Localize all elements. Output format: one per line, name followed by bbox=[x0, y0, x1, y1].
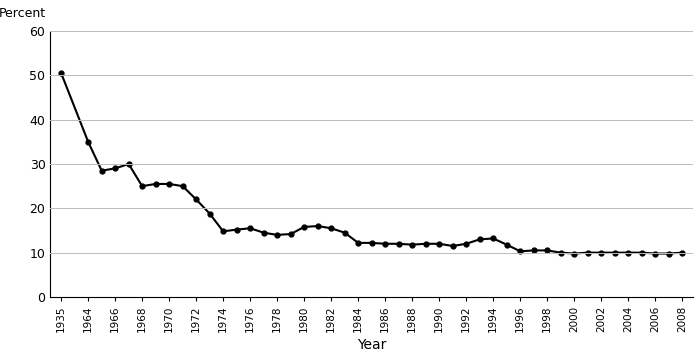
Text: Percent: Percent bbox=[0, 8, 46, 20]
X-axis label: Year: Year bbox=[357, 338, 386, 352]
